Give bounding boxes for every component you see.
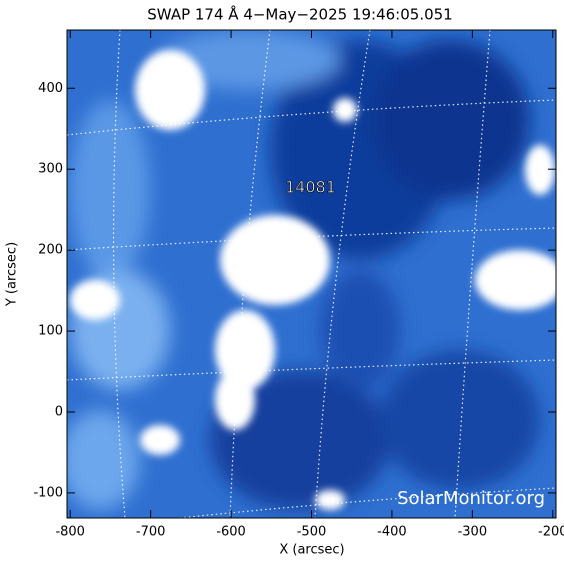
x-tick-label: -300 [458, 525, 488, 540]
y-tick-label: 0 [55, 404, 63, 419]
x-tick-label: -500 [297, 525, 327, 540]
y-tick-label: -100 [33, 485, 63, 500]
x-tick-label: -800 [55, 525, 85, 540]
x-tick-label: -700 [136, 525, 166, 540]
x-tick-label: -600 [216, 525, 246, 540]
annotation: 14081 [285, 178, 336, 197]
y-tick-label: 100 [38, 324, 63, 339]
y-tick-label: 300 [38, 162, 63, 177]
x-tick-label: -200 [538, 525, 564, 540]
y-tick-label: 400 [38, 81, 63, 96]
y-tick-label: 200 [38, 243, 63, 258]
chart-title: SWAP 174 Å 4−May−2025 19:46:05.051 [147, 5, 452, 24]
solar-image [67, 30, 556, 518]
x-axis-label: X (arcsec) [279, 543, 344, 558]
x-tick-label: -400 [377, 525, 407, 540]
watermark: SolarMonitor.org [397, 488, 545, 509]
y-axis-label: Y (arcsec) [5, 242, 20, 307]
